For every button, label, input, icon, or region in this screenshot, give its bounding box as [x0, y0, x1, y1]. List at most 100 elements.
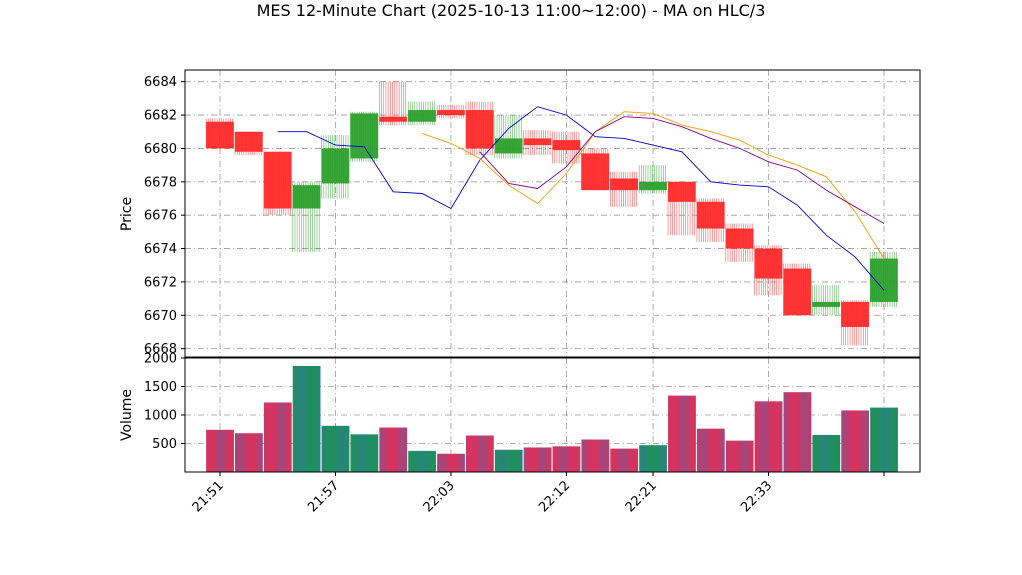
volume-bar-fill [783, 392, 812, 472]
volume-bar-fill [581, 439, 610, 472]
volume-bar-fill [465, 435, 494, 472]
x-axis: 21:51 21:57 22:03 22:12 22:21 22:33 [190, 472, 885, 515]
candle-body [263, 151, 292, 209]
candle-body [841, 301, 869, 327]
candle-body [610, 178, 639, 191]
candle-body [754, 248, 783, 279]
candle [379, 81, 408, 126]
candle [234, 131, 263, 156]
candle [812, 285, 841, 316]
candle [350, 111, 379, 162]
volume-bar [725, 440, 754, 472]
candle-body [437, 110, 465, 116]
volume-bar-fill [206, 429, 234, 472]
price-tick-label: 6676 [144, 209, 177, 224]
volume-bar-fill [639, 445, 667, 472]
price-axis-label: Price [119, 197, 135, 231]
volume-bar [408, 450, 436, 472]
candle-body [292, 185, 321, 209]
candle [783, 263, 812, 316]
price-tick-label: 6684 [144, 75, 177, 90]
volume-bar-fill [437, 453, 465, 472]
volume-bar-fill [610, 448, 639, 472]
volume-bar [437, 453, 465, 472]
candle-body [812, 301, 841, 307]
x-tick-label: 22:33 [738, 478, 775, 515]
x-tick-label: 22:12 [536, 478, 573, 515]
volume-bar [610, 448, 639, 472]
candle-body [494, 138, 523, 154]
price-tick-label: 6682 [144, 109, 177, 124]
candle [610, 171, 639, 207]
volume-bar-fill [321, 425, 350, 472]
candle-body [696, 201, 725, 229]
volume-bar [841, 410, 870, 472]
candle-body [321, 148, 350, 184]
volume-bar-fill [523, 447, 552, 472]
candle [494, 115, 523, 159]
price-tick-label: 6674 [144, 242, 177, 257]
candle-body [206, 121, 234, 149]
candle-body [581, 153, 610, 191]
x-tick-label: 21:51 [190, 478, 227, 515]
candle-body [408, 110, 436, 122]
candle-body [379, 116, 408, 122]
candle-body [639, 181, 667, 191]
moving-average-line [479, 116, 885, 224]
volume-bar [350, 434, 379, 472]
volume-bar [235, 433, 263, 472]
candle [581, 148, 610, 191]
candle [667, 181, 696, 236]
volume-tick-label: 1000 [144, 409, 177, 424]
volume-bar-fill [870, 407, 898, 472]
volume-bar-fill [696, 428, 725, 472]
x-tick-label: 22:21 [623, 478, 660, 515]
volume-bar-fill [841, 410, 869, 472]
x-tick-label: 22:03 [421, 478, 458, 515]
price-tick-label: 6680 [144, 142, 177, 157]
candle [754, 245, 783, 296]
volume-bar [668, 395, 696, 472]
volume-bar-fill [408, 450, 436, 472]
candle-body [725, 228, 754, 249]
candle [840, 300, 869, 346]
price-tick-label: 6670 [144, 309, 177, 324]
volume-bar-fill [379, 427, 408, 472]
price-tick-label: 6668 [144, 342, 177, 357]
volume-bar [321, 425, 350, 472]
candle [523, 130, 552, 156]
volume-bar [552, 446, 581, 472]
volume-panel-frame [184, 357, 921, 473]
candle [638, 165, 667, 194]
candle [205, 118, 234, 149]
volume-bar [870, 407, 898, 472]
candle-body [668, 181, 696, 202]
volume-bar [754, 401, 783, 472]
candle [465, 101, 494, 156]
volume-bar [812, 434, 841, 472]
volume-axis-label: Volume [119, 389, 135, 441]
volume-bar [379, 427, 408, 472]
candle-body [552, 140, 581, 151]
volume-panel: 500 1000 1500 2000 [144, 352, 921, 473]
volume-bar-fill [494, 449, 523, 472]
price-tick-label: 6672 [144, 275, 177, 290]
volume-bar [465, 435, 494, 472]
volume-bar-fill [552, 446, 581, 472]
volume-bar [263, 402, 292, 472]
price-tick-label: 6678 [144, 175, 177, 190]
candle [292, 181, 321, 252]
volume-bar [494, 449, 523, 472]
volume-bar [639, 445, 667, 472]
candle [407, 101, 436, 126]
moving-average-line [277, 106, 885, 291]
volume-tick-label: 1500 [144, 380, 177, 395]
candle [725, 223, 754, 262]
volume-tick-label: 500 [152, 437, 177, 452]
candle-body [870, 258, 898, 302]
volume-bar-fill [292, 365, 321, 472]
volume-bar-fill [263, 402, 292, 472]
volume-bar [581, 439, 610, 472]
volume-bar-fill [668, 395, 696, 472]
